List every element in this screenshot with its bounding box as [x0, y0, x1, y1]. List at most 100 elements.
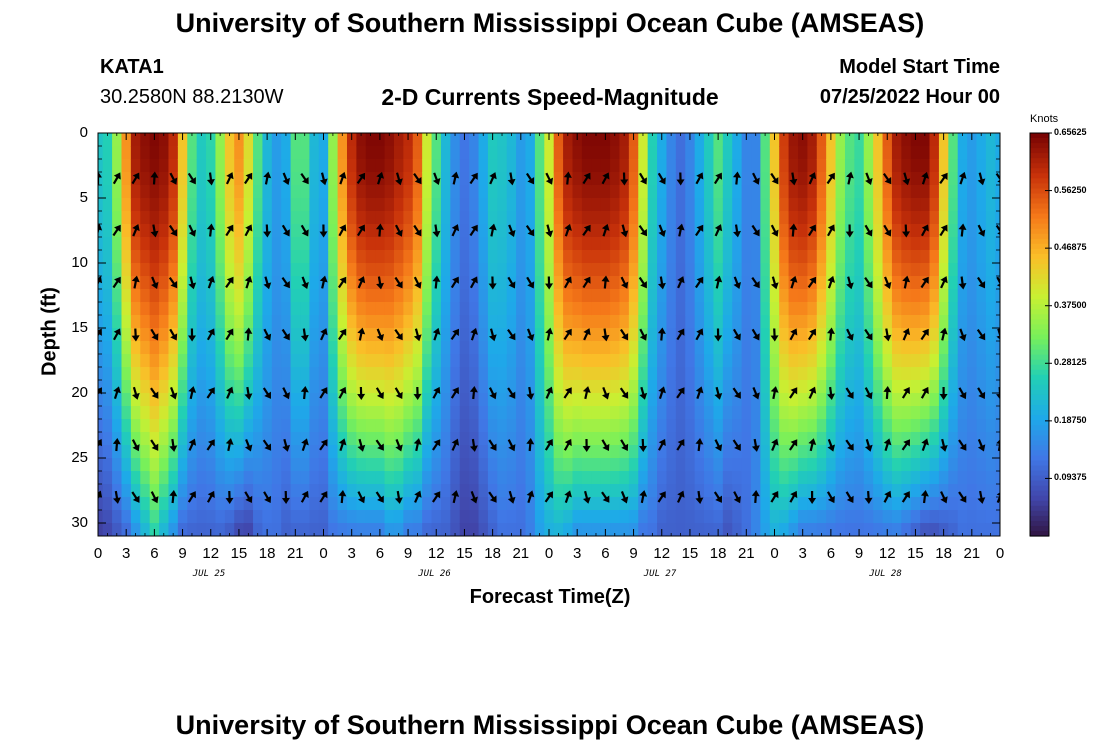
heatmap-cell [826, 445, 837, 459]
heatmap-cell [478, 289, 489, 303]
heatmap-cell [779, 289, 790, 303]
heatmap-cell [826, 367, 837, 381]
heatmap-cell [469, 419, 480, 433]
heatmap-cell [920, 445, 931, 459]
heatmap-cell [440, 523, 451, 536]
heatmap-cell [657, 289, 668, 303]
heatmap-cell [619, 445, 630, 459]
heatmap-cell [985, 146, 996, 160]
heatmap-cell [262, 198, 273, 212]
heatmap-cell [243, 302, 254, 316]
heatmap-cell [525, 484, 536, 498]
heatmap-cell [318, 445, 329, 459]
heatmap-cell [346, 445, 357, 459]
heatmap-cell [102, 419, 113, 433]
heatmap-cell [910, 159, 921, 173]
heatmap-cell [337, 237, 348, 251]
heatmap-cell [600, 367, 611, 381]
heatmap-cell [281, 523, 292, 536]
current-arrow [920, 224, 929, 237]
heatmap-cell [206, 432, 217, 446]
current-arrow [169, 387, 178, 400]
heatmap-cell [835, 237, 846, 251]
heatmap-cell [610, 510, 621, 524]
heatmap-cell [337, 289, 348, 303]
heatmap-cell [422, 263, 433, 277]
heatmap-cell [920, 458, 931, 472]
heatmap-cell [929, 341, 940, 355]
heatmap-cell [130, 484, 141, 498]
heatmap-cell [797, 510, 808, 524]
heatmap-cell [948, 393, 959, 407]
heatmap-cell [422, 133, 433, 147]
heatmap-cell [440, 432, 451, 446]
heatmap-cell [318, 510, 329, 524]
heatmap-cell [619, 393, 630, 407]
heatmap-cell [920, 393, 931, 407]
heatmap-cell [290, 497, 301, 511]
colorbar-segment [1030, 500, 1049, 507]
heatmap-cell [995, 289, 1000, 303]
heatmap-cell [760, 146, 771, 160]
heatmap-cell [816, 445, 827, 459]
heatmap-cell [450, 406, 461, 420]
heatmap-cell [130, 458, 141, 472]
current-arrow [545, 386, 554, 399]
heatmap-cell [638, 432, 649, 446]
heatmap-cell [187, 380, 198, 394]
colorbar-tick-label: 0.37500 [1054, 299, 1087, 310]
heatmap-cell [328, 315, 339, 329]
heatmap-cell [262, 250, 273, 264]
heatmap-cell [675, 445, 686, 459]
current-arrow [582, 276, 591, 289]
heatmap-cell [224, 445, 235, 459]
heatmap-cell [149, 250, 160, 264]
heatmap-cell [760, 510, 771, 524]
heatmap-cell [657, 380, 668, 394]
heatmap-cell [281, 458, 292, 472]
heatmap-cell [544, 185, 555, 199]
heatmap-cell [318, 484, 329, 498]
heatmap-cell [393, 510, 404, 524]
heatmap-cell [365, 393, 376, 407]
heatmap-cell [253, 432, 264, 446]
heatmap-cell [544, 510, 555, 524]
heatmap-cell [422, 276, 433, 290]
heatmap-cell [497, 367, 508, 381]
heatmap-cell [628, 445, 639, 459]
heatmap-cell [873, 497, 884, 511]
heatmap-cell [328, 393, 339, 407]
heatmap-cell [431, 406, 442, 420]
heatmap-cell [140, 445, 151, 459]
heatmap-cell [309, 523, 320, 536]
current-arrow [620, 172, 629, 186]
heatmap-cell [130, 146, 141, 160]
heatmap-cell [985, 185, 996, 199]
heatmap-cell [215, 146, 226, 160]
heatmap-cell [657, 315, 668, 329]
heatmap-cell [751, 497, 762, 511]
heatmap-cell [976, 146, 987, 160]
heatmap-cell [121, 276, 132, 290]
colorbar-segment [1030, 515, 1049, 522]
heatmap-cell [779, 380, 790, 394]
heatmap-cell [356, 237, 367, 251]
current-arrow [300, 224, 309, 237]
current-arrow [676, 223, 685, 237]
heatmap-cell [628, 432, 639, 446]
heatmap-cell [995, 367, 1000, 381]
heatmap-cell [365, 172, 376, 186]
heatmap-cell [98, 146, 104, 160]
heatmap-cell [356, 497, 367, 511]
heatmap-cell [891, 471, 902, 485]
heatmap-cell [168, 445, 179, 459]
heatmap-cell [206, 341, 217, 355]
heatmap-cell [290, 484, 301, 498]
heatmap-cell [619, 237, 630, 251]
heatmap-cell [929, 380, 940, 394]
x-tick-label: 21 [737, 545, 755, 562]
heatmap-cell [525, 302, 536, 316]
heatmap-cell [863, 289, 874, 303]
heatmap-cell [487, 302, 498, 316]
heatmap-cell [525, 367, 536, 381]
